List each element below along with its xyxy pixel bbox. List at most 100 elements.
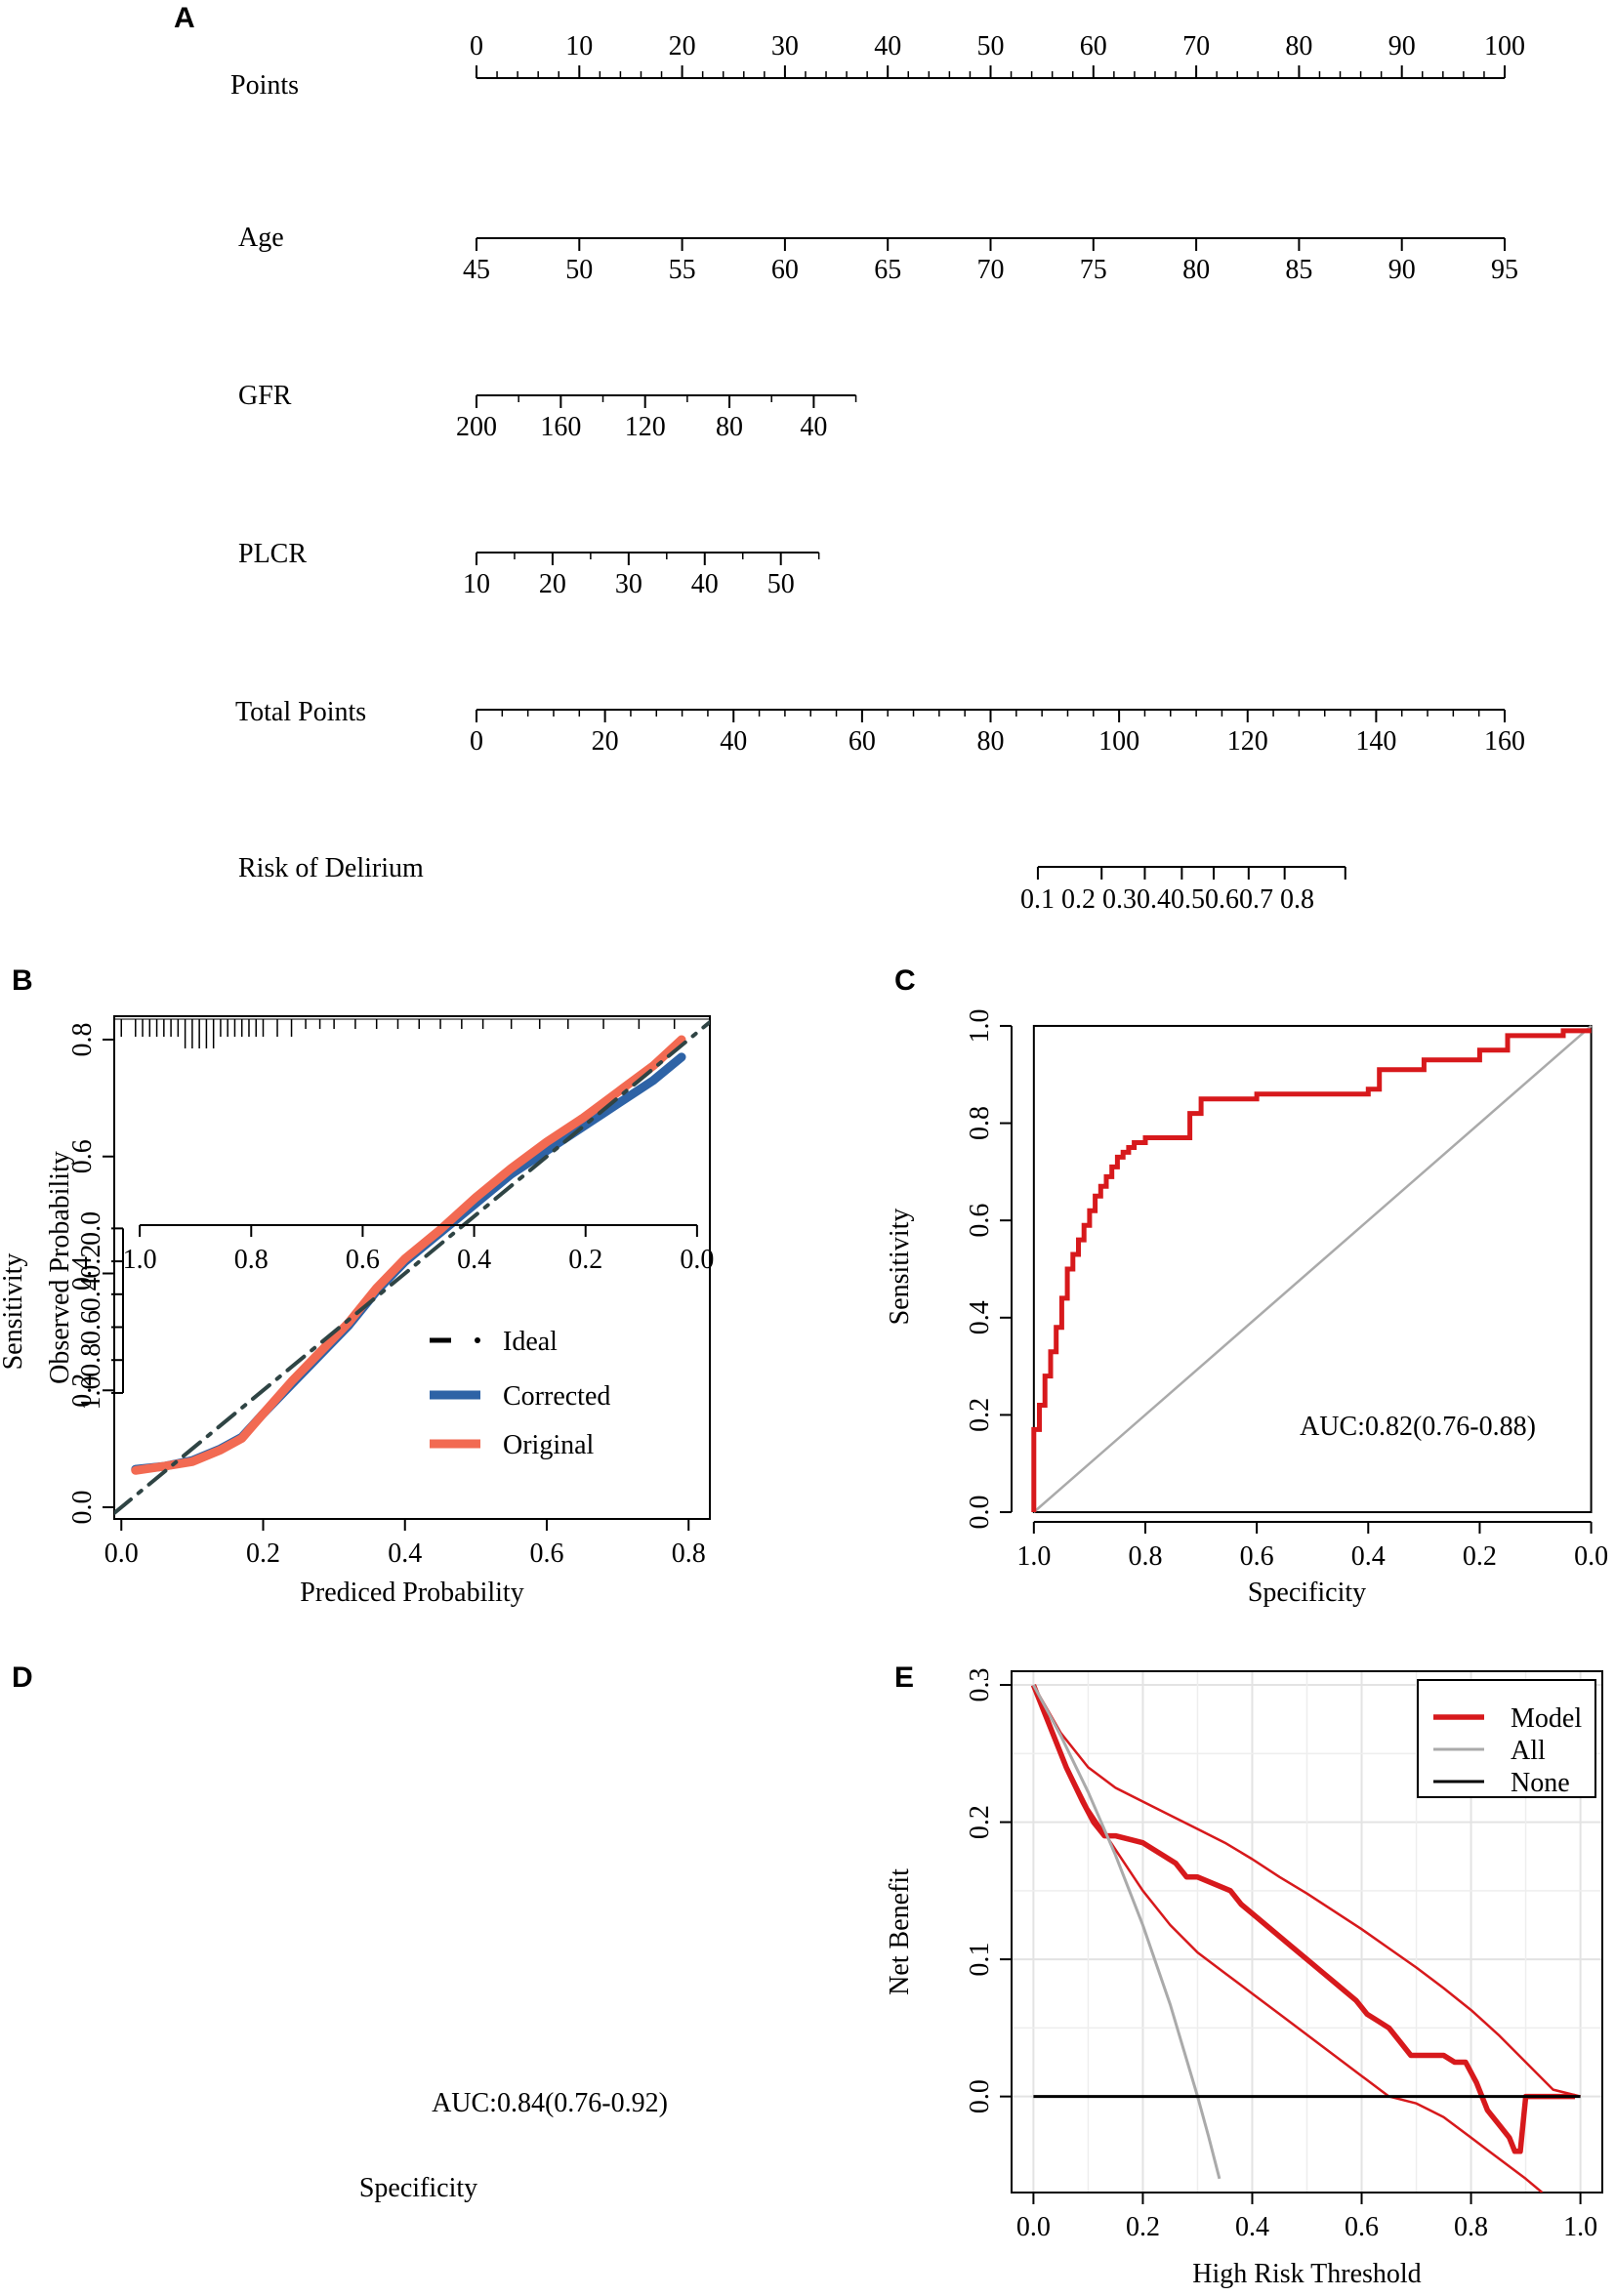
y-tick-label: 0.6 <box>67 1139 98 1173</box>
y-tick-label: 1.0 <box>76 1375 106 1410</box>
x-tick-label: 0.2 <box>568 1245 602 1275</box>
x-tick-label: 0.6 <box>1240 1541 1274 1572</box>
nomogram-tick-label-plcr: 30 <box>615 569 642 599</box>
x-tick-label: 0.0 <box>1016 2212 1051 2242</box>
series-model-lower-ci <box>1032 1684 1544 2193</box>
nomogram-tick-label-points: 80 <box>1285 31 1312 62</box>
legend-swatch-ideal-dot <box>475 1337 480 1343</box>
y-tick-label: 0.2 <box>965 1805 995 1839</box>
nomogram-tick-label-plcr: 10 <box>463 569 490 599</box>
x-tick-label: 1.0 <box>1016 1541 1051 1572</box>
series-model-upper-ci <box>1032 1684 1581 2098</box>
plot-inner-frame <box>1032 1024 1593 1514</box>
y-axis-title: Observed Probability <box>45 1151 75 1384</box>
auc-annotation: AUC:0.84(0.76-0.92) <box>432 2088 668 2118</box>
nomogram-tick-label-age: 75 <box>1080 255 1107 285</box>
y-axis-title: Sensitivity <box>0 1253 28 1371</box>
nomogram-label-gfr: GFR <box>238 381 292 411</box>
legend-label-model: Model <box>1511 1703 1582 1734</box>
y-tick-label: 0.8 <box>67 1022 98 1056</box>
auc-annotation: AUC:0.82(0.76-0.88) <box>1300 1412 1536 1442</box>
x-tick-label: 0.8 <box>672 1538 706 1569</box>
nomogram-tick-labels-risk-of-delirium: 0.1 0.2 0.30.40.50.60.7 0.8 <box>1020 884 1314 915</box>
nomogram-tick-label-total-points: 120 <box>1227 726 1268 757</box>
nomogram-tick-label-age: 55 <box>669 255 696 285</box>
x-tick-label: 0.4 <box>1351 1541 1386 1572</box>
nomogram-tick-label-age: 85 <box>1285 255 1312 285</box>
x-tick-label: 0.0 <box>680 1245 714 1275</box>
nomogram-tick-label-age: 50 <box>565 255 593 285</box>
nomogram-tick-label-age: 60 <box>771 255 799 285</box>
y-tick-label: 0.3 <box>965 1668 995 1702</box>
nomogram-tick-label-total-points: 100 <box>1098 726 1139 757</box>
y-tick-label: 0.0 <box>76 1211 106 1246</box>
chart-decision-curve: 0.0 0.2 0.4 0.6 0.8 1.0 0.0 0.1 0.2 0.3 High Risk … <box>885 1668 1603 2289</box>
nomogram-tick-label-points: 50 <box>977 31 1005 62</box>
nomogram-tick-label-total-points: 20 <box>592 726 619 757</box>
nomogram-row-total-points: Total Points 0 20 40 60 80 100 120 140 160 <box>235 697 1525 757</box>
y-tick-label: 0.4 <box>965 1300 995 1334</box>
y-axis-title: Net Benefit <box>885 1868 915 1995</box>
x-tick-label: 1.0 <box>123 1245 157 1275</box>
nomogram-tick-label-gfr: 80 <box>716 412 743 442</box>
nomogram-row-age: Age 45 50 55 60 65 70 75 80 85 90 95 <box>238 223 1518 285</box>
series-model <box>1030 1684 1575 2154</box>
y-tick-label: 0.6 <box>76 1310 106 1344</box>
nomogram-tick-label-age: 65 <box>874 255 901 285</box>
panel-label-e: E <box>894 1661 915 1694</box>
panel-label-a: A <box>174 2 195 34</box>
x-tick-label: 0.6 <box>529 1538 563 1569</box>
nomogram-tick-label-gfr: 200 <box>456 412 497 442</box>
nomogram-tick-label-age: 45 <box>463 255 490 285</box>
chart-roc-validation: 1.0 0.8 0.6 0.4 0.2 0.00.00.20.40.60.81.0Spec… <box>0 1211 714 2203</box>
nomogram-row-points: Points 0 10 20 30 40 50 60 70 80 90 100 <box>230 31 1525 101</box>
nomogram-tick-label-total-points: 160 <box>1484 726 1525 757</box>
nomogram-tick-label-points: 70 <box>1182 31 1210 62</box>
nomogram-tick-label-age: 90 <box>1388 255 1416 285</box>
x-axis-title: Specificity <box>359 2173 477 2203</box>
nomogram-tick-label-points: 20 <box>669 31 696 62</box>
nomogram-label-risk-of-delirium: Risk of Delirium <box>238 853 424 883</box>
nomogram-tick-label-gfr: 120 <box>625 412 666 442</box>
legend-label-corrected: Corrected <box>503 1381 610 1412</box>
y-tick-label: 0.8 <box>76 1343 106 1377</box>
x-tick-label: 0.4 <box>1235 2212 1269 2242</box>
x-tick-label: 0.2 <box>246 1538 280 1569</box>
legend-box <box>1417 1679 1596 1798</box>
y-tick-label: 1.0 <box>965 1008 995 1043</box>
x-tick-label: 0.8 <box>1454 2212 1488 2242</box>
nomogram-tick-label-gfr: 40 <box>800 412 827 442</box>
x-tick-label: 0.6 <box>346 1245 380 1275</box>
x-tick-label: 0.8 <box>1128 1541 1162 1572</box>
x-tick-label: 0.0 <box>104 1538 139 1569</box>
nomogram-tick-label-plcr: 40 <box>691 569 719 599</box>
nomogram-tick-label-age: 95 <box>1491 255 1518 285</box>
x-tick-label: 0.4 <box>457 1245 491 1275</box>
y-tick-label: 0.4 <box>76 1277 106 1311</box>
y-tick-label: 0.2 <box>67 1374 98 1408</box>
nomogram-tick-label-total-points: 0 <box>470 726 483 757</box>
legend-label-ideal: Ideal <box>503 1327 558 1357</box>
nomogram-tick-label-age: 70 <box>977 255 1005 285</box>
nomogram-tick-label-total-points: 140 <box>1355 726 1396 757</box>
y-tick-label: 0.2 <box>965 1398 995 1432</box>
x-axis-title: High Risk Threshold <box>1192 2259 1421 2289</box>
nomogram-tick-label-total-points: 60 <box>849 726 876 757</box>
x-tick-label: 0.8 <box>234 1245 269 1275</box>
y-tick-label: 0.2 <box>76 1245 106 1279</box>
nomogram-tick-label-total-points: 80 <box>977 726 1005 757</box>
nomogram-row-risk-of-delirium: Risk of Delirium 0.1 0.2 0.30.40.50.60.7 … <box>238 853 1346 915</box>
y-axis-title: Sensitivity <box>885 1209 915 1326</box>
nomogram-tick-label-points: 40 <box>874 31 901 62</box>
nomogram-tick-label-points: 30 <box>771 31 799 62</box>
nomogram-row-gfr: GFR 200 160 120 80 40 <box>238 381 857 442</box>
legend-label-none: None <box>1511 1768 1570 1798</box>
x-tick-label: 0.4 <box>388 1538 422 1569</box>
series-ideal <box>114 1020 710 1515</box>
x-axis-title: Prediced Probability <box>300 1578 523 1608</box>
nomogram-tick-label-points: 0 <box>470 31 483 62</box>
nomogram-tick-label-plcr: 50 <box>767 569 795 599</box>
